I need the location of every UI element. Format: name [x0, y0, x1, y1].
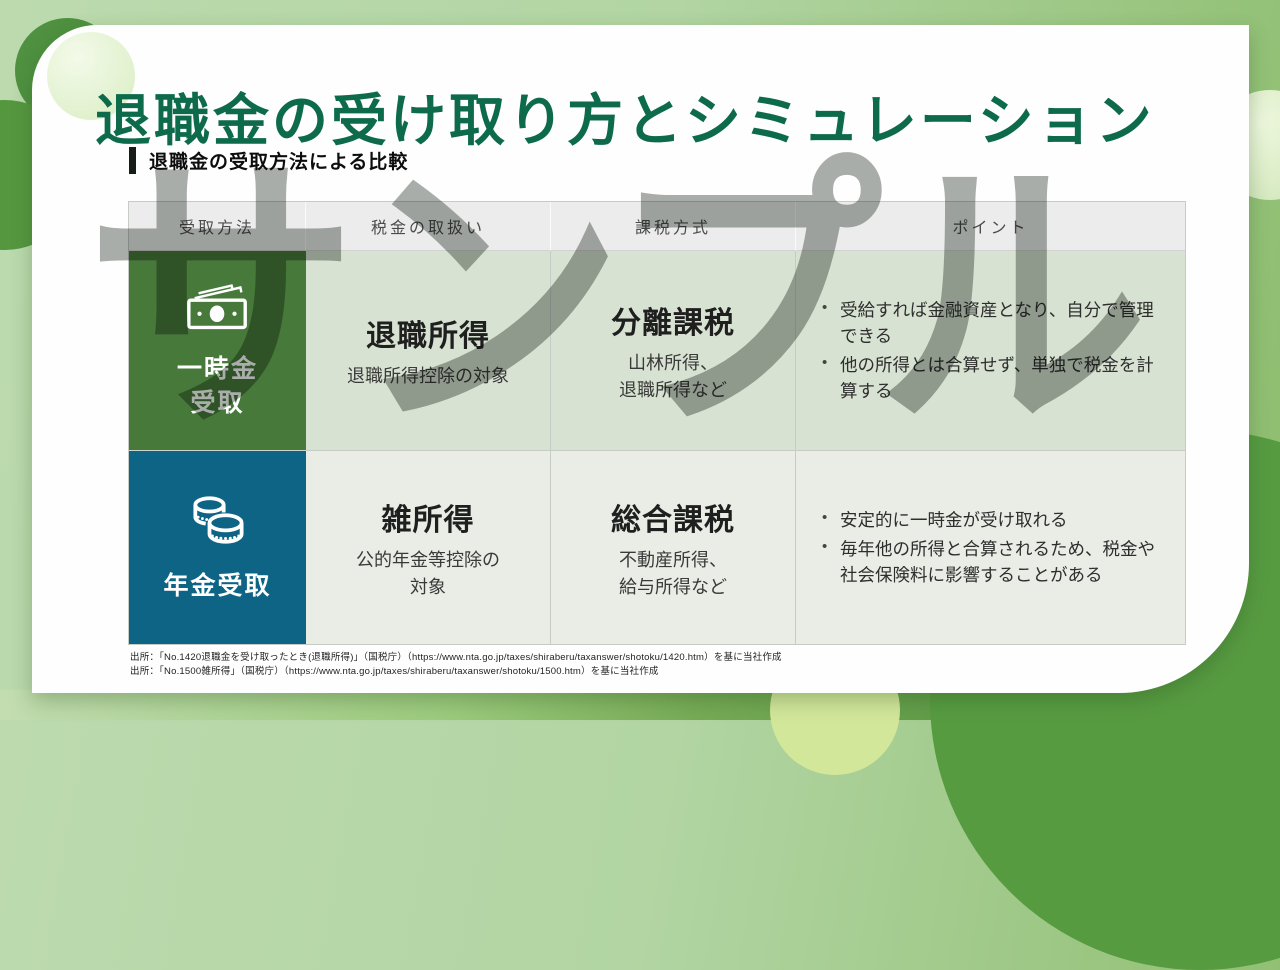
- points-list: 受給すれば金融資産となり、自分で管理できる 他の所得とは合算せず、単独で税金を計…: [814, 294, 1161, 408]
- source-line: 出所：「No.1500雑所得」（国税庁）（https://www.nta.go.…: [130, 666, 659, 678]
- points-list: 安定的に一時金が受け取れる 毎年他の所得と合算されるため、税金や社会保険料に影響…: [814, 504, 1161, 592]
- banknote-icon: [183, 280, 253, 337]
- taxation-cell-lump-sum: 分離課税 山林所得、 退職所得など: [551, 251, 796, 451]
- point-item: 毎年他の所得と合算されるため、税金や社会保険料に影響することがある: [814, 536, 1161, 589]
- tax-treatment-sub: 退職所得控除の対象: [347, 366, 509, 386]
- column-header-tax-treatment: 税金の取扱い: [306, 202, 551, 251]
- point-item: 安定的に一時金が受け取れる: [814, 507, 1161, 533]
- source-citations: 出所：「No.1420退職金を受け取ったとき(退職所得)」（国税庁）（https…: [130, 651, 782, 680]
- method-cell-pension: 年金受取: [129, 451, 306, 644]
- tax-treatment-term: 雑所得: [381, 503, 475, 537]
- tax-treatment-sub: 公的年金等控除の 対象: [356, 549, 500, 597]
- method-label-pension: 年金受取: [163, 572, 272, 601]
- tax-treatment-cell-pension: 雑所得 公的年金等控除の 対象: [306, 451, 551, 644]
- coins-icon: [184, 491, 252, 554]
- points-cell-pension: 安定的に一時金が受け取れる 毎年他の所得と合算されるため、税金や社会保険料に影響…: [796, 451, 1185, 644]
- column-header-method: 受取方法: [129, 202, 306, 251]
- taxation-cell-pension: 総合課税 不動産所得、 給与所得など: [551, 451, 796, 644]
- circle-decoration-card-corner: [47, 32, 135, 120]
- method-cell-lump-sum: 一時金 受取: [129, 251, 306, 451]
- method-label-lump-sum: 一時金 受取: [176, 355, 258, 417]
- point-item: 他の所得とは合算せず、単独で税金を計算する: [814, 352, 1161, 405]
- taxation-sub: 山林所得、 退職所得など: [619, 352, 727, 400]
- page-title: 退職金の受け取り方とシミュレーション: [95, 88, 1155, 152]
- taxation-sub: 不動産所得、 給与所得など: [619, 549, 727, 597]
- source-line: 出所：「No.1420退職金を受け取ったとき(退職所得)」（国税庁）（https…: [130, 652, 782, 663]
- taxation-term: 分離課税: [611, 306, 735, 340]
- tax-treatment-cell-lump-sum: 退職所得 退職所得控除の対象: [306, 251, 551, 451]
- point-item: 受給すれば金融資産となり、自分で管理できる: [814, 297, 1161, 350]
- section-marker-bar: [129, 147, 136, 174]
- column-header-taxation-type: 課税方式: [551, 202, 796, 251]
- column-header-points: ポイント: [796, 202, 1185, 251]
- section-header: 退職金の受取方法による比較: [129, 147, 408, 174]
- taxation-term: 総合課税: [611, 503, 735, 537]
- section-heading: 退職金の受取方法による比較: [149, 152, 409, 173]
- points-cell-lump-sum: 受給すれば金融資産となり、自分で管理できる 他の所得とは合算せず、単独で税金を計…: [796, 251, 1185, 451]
- comparison-table: 受取方法 税金の取扱い 課税方式 ポイント 一時金 受取 退職所得 退職所得控除…: [128, 201, 1186, 645]
- tax-treatment-term: 退職所得: [366, 320, 490, 353]
